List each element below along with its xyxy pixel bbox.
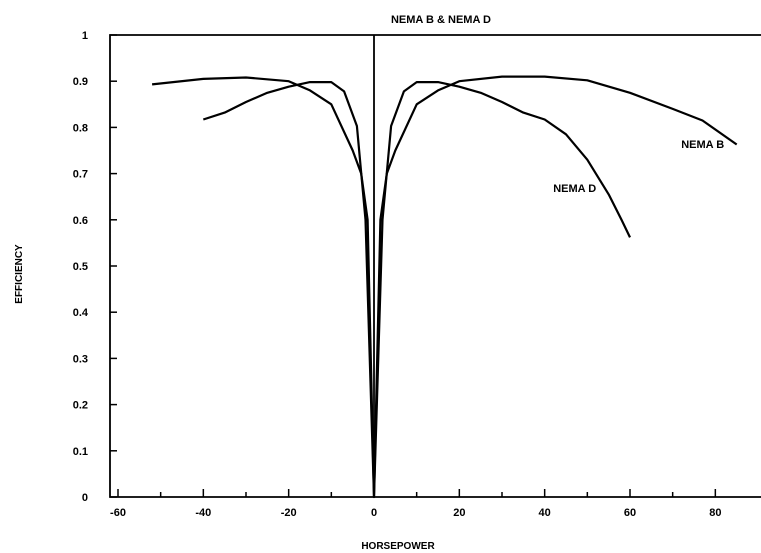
y-tick-label: 0.8 bbox=[73, 122, 88, 134]
y-axis-ticks: 0 0.1 0.2 0.3 0.4 0.5 0.6 0.7 0.8 0.9 1 bbox=[73, 30, 117, 504]
x-tick-label: 80 bbox=[709, 507, 721, 519]
y-tick-label: 0.1 bbox=[73, 446, 88, 458]
series-line-nema-d bbox=[202, 80, 631, 499]
series-label-nema-d: NEMA D bbox=[553, 183, 596, 195]
y-tick-label: 0.9 bbox=[73, 76, 88, 88]
y-tick-label: 0.4 bbox=[73, 307, 89, 319]
chart-title: NEMA B & NEMA D bbox=[391, 14, 491, 26]
x-tick-label: -60 bbox=[110, 507, 126, 519]
y-tick-label: 0.7 bbox=[73, 169, 88, 181]
x-tick-label: -20 bbox=[281, 507, 297, 519]
x-tick-label: 0 bbox=[371, 507, 377, 519]
y-tick-label: 0.5 bbox=[73, 261, 88, 273]
y-tick-label: 0.2 bbox=[73, 400, 88, 412]
series-line-nema-b bbox=[151, 75, 738, 499]
x-tick-label: 40 bbox=[539, 507, 551, 519]
y-tick-label: 0 bbox=[82, 492, 88, 504]
x-tick-label: 20 bbox=[453, 507, 465, 519]
y-tick-label: 0.3 bbox=[73, 353, 88, 365]
y-axis-title: EFFICIENCY bbox=[14, 244, 25, 304]
x-tick-label: 60 bbox=[624, 507, 636, 519]
y-tick-label: 0.6 bbox=[73, 215, 88, 227]
x-tick-label: -40 bbox=[195, 507, 211, 519]
x-axis-title: HORSEPOWER bbox=[361, 541, 435, 552]
series-label-nema-b: NEMA B bbox=[681, 139, 724, 151]
y-tick-label: 1 bbox=[82, 30, 88, 42]
series-labels: NEMA B NEMA D bbox=[553, 139, 724, 195]
series-lines bbox=[151, 75, 738, 499]
x-axis-ticks: -60 -40 -20 0 20 40 60 80 bbox=[110, 489, 721, 519]
